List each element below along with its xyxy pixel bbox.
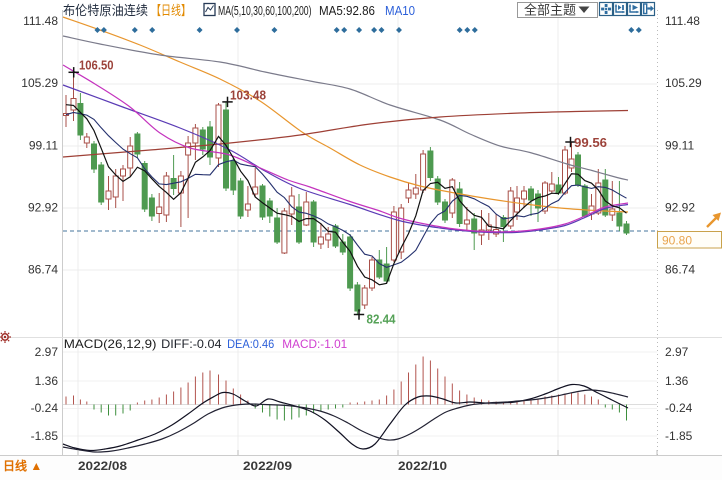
svg-text:105.29: 105.29: [665, 76, 702, 90]
svg-text:90.80: 90.80: [662, 234, 692, 248]
svg-text:2022/09: 2022/09: [243, 461, 292, 473]
svg-text:MA(5,10,30,60,100,200): MA(5,10,30,60,100,200): [218, 4, 312, 18]
svg-text:MACD(26,12,9): MACD(26,12,9): [64, 337, 157, 351]
svg-text:86.74: 86.74: [665, 263, 695, 277]
svg-text:99.11: 99.11: [665, 139, 694, 153]
svg-text:2.97: 2.97: [35, 345, 59, 359]
svg-text:-0.24: -0.24: [31, 401, 59, 415]
svg-text:106.50: 106.50: [79, 59, 114, 73]
svg-text:99.56: 99.56: [574, 136, 607, 150]
svg-text:日线 ▲: 日线 ▲: [3, 458, 42, 473]
svg-text:DIFF:-0.04: DIFF:-0.04: [161, 337, 222, 351]
svg-text:111.48: 111.48: [665, 14, 700, 28]
svg-text:【日线】: 【日线】: [151, 3, 191, 18]
svg-text:82.44: 82.44: [367, 313, 396, 327]
svg-text:MA10: MA10: [385, 4, 415, 18]
svg-text:2022/08: 2022/08: [78, 461, 128, 473]
svg-text:92.92: 92.92: [28, 201, 58, 215]
svg-text:111.48: 111.48: [23, 14, 58, 28]
svg-text:99.11: 99.11: [29, 139, 58, 153]
svg-text:105.29: 105.29: [21, 76, 58, 90]
svg-text:-1.85: -1.85: [31, 429, 59, 443]
svg-text:-1.85: -1.85: [665, 429, 693, 443]
svg-text:全部主题: 全部主题: [524, 3, 576, 18]
svg-text:2.97: 2.97: [665, 345, 689, 359]
svg-text:布伦特原油连续: 布伦特原油连续: [63, 3, 148, 18]
svg-text:86.74: 86.74: [28, 263, 58, 277]
svg-text:2022/10: 2022/10: [398, 461, 447, 473]
svg-text:MA5:92.86: MA5:92.86: [319, 4, 375, 18]
svg-text:DEA:0.46: DEA:0.46: [227, 337, 274, 351]
svg-text:92.92: 92.92: [665, 201, 695, 215]
svg-text:103.48: 103.48: [230, 89, 266, 103]
svg-text:MACD:-1.01: MACD:-1.01: [282, 337, 347, 351]
svg-text:-0.24: -0.24: [665, 401, 693, 415]
svg-text:1.36: 1.36: [665, 374, 689, 388]
svg-text:1.36: 1.36: [35, 374, 59, 388]
